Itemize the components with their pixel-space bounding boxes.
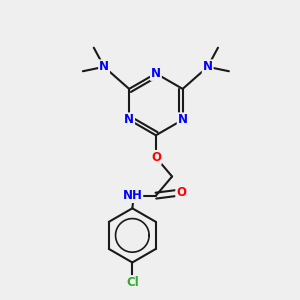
Text: N: N — [178, 113, 188, 126]
Text: NH: NH — [122, 189, 142, 202]
Text: O: O — [176, 186, 186, 199]
Text: N: N — [99, 60, 109, 73]
Text: N: N — [151, 67, 161, 80]
Text: N: N — [203, 60, 213, 73]
Text: Cl: Cl — [126, 276, 139, 289]
Text: O: O — [151, 151, 161, 164]
Text: N: N — [124, 113, 134, 126]
